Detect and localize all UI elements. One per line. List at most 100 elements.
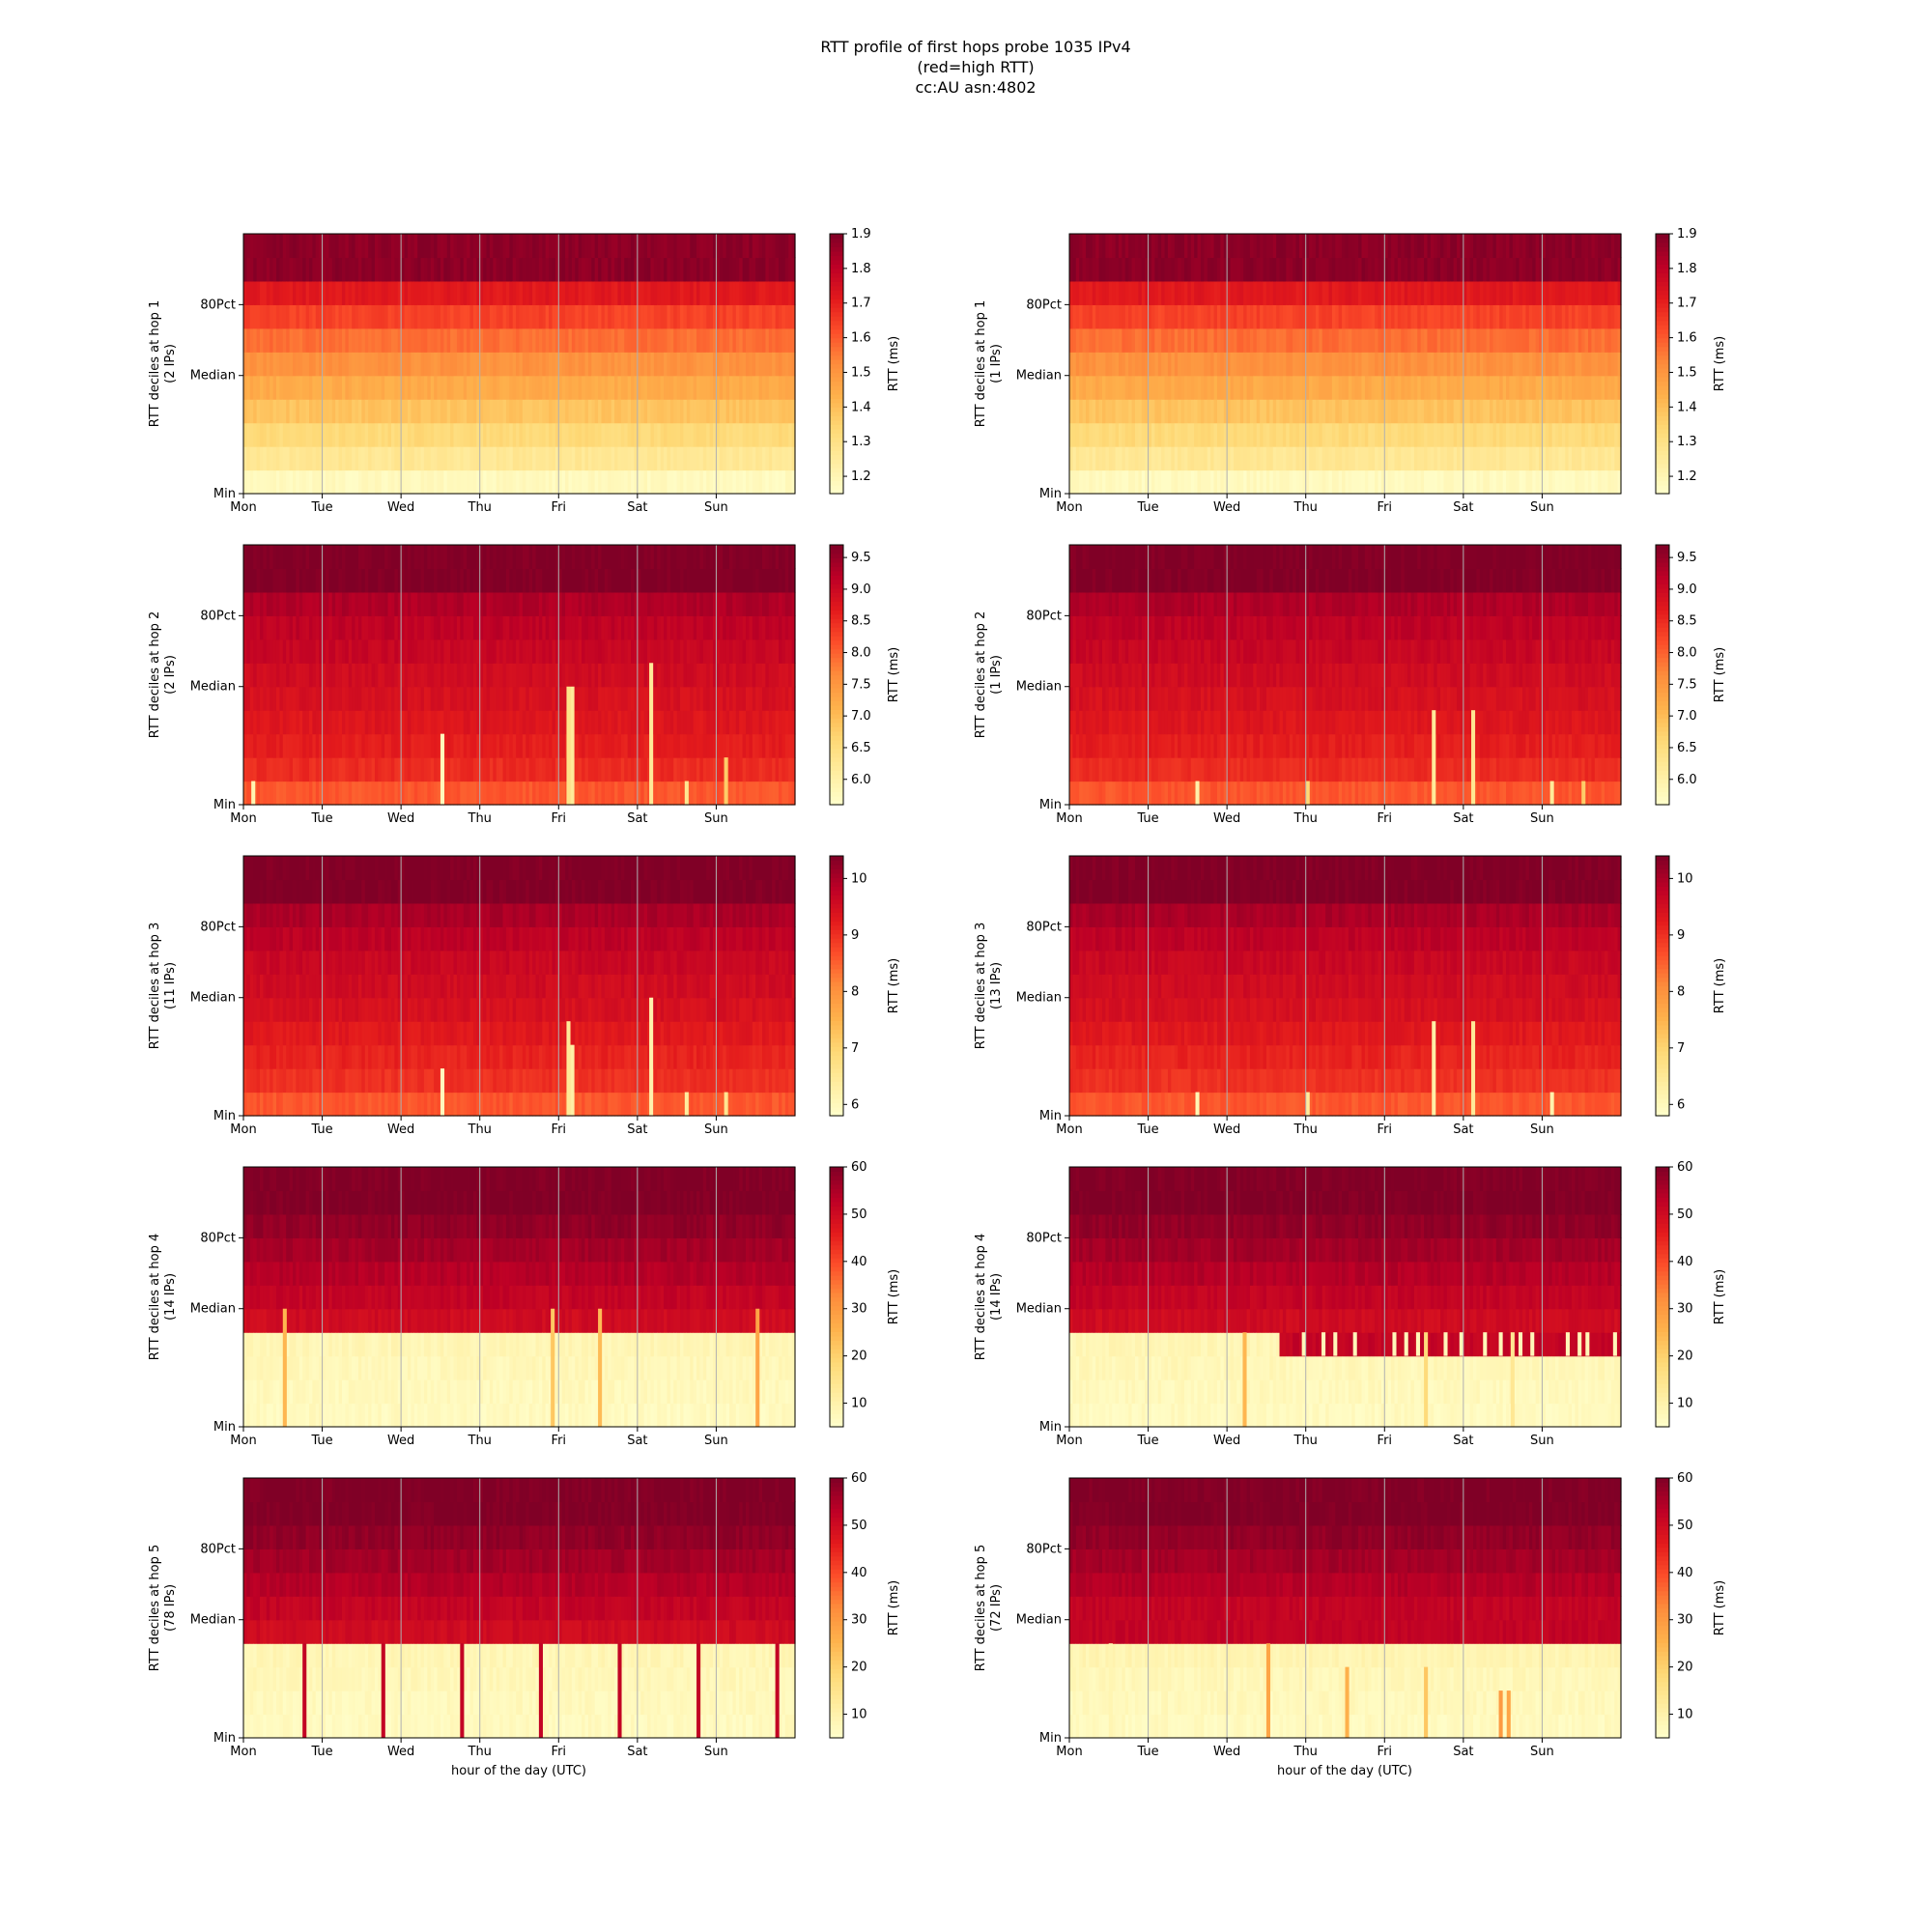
heatmap-cell	[275, 545, 280, 570]
heatmap-cell	[1594, 304, 1599, 329]
heatmap-cell	[1190, 327, 1195, 353]
heatmap-cell	[1535, 446, 1540, 471]
heatmap-cell	[371, 234, 376, 259]
heatmap-cell	[1368, 399, 1373, 424]
heatmap-cell	[637, 327, 641, 353]
heatmap-cell	[348, 399, 353, 424]
heatmap-cell	[519, 304, 524, 329]
heatmap-cell	[1394, 375, 1399, 400]
colorbar-swatch	[1656, 242, 1669, 248]
heatmap-cell	[1187, 422, 1192, 447]
heatmap-cell	[1286, 446, 1291, 471]
heatmap-cell	[1167, 280, 1172, 305]
heatmap-cell	[558, 591, 563, 616]
heatmap-cell	[1279, 352, 1284, 377]
heatmap-cell	[1443, 375, 1448, 400]
colorbar-swatch	[1656, 302, 1669, 308]
heatmap-cell	[788, 469, 793, 495]
heatmap-cell	[305, 781, 310, 806]
heatmap-cell	[713, 375, 718, 400]
heatmap-cell	[1092, 280, 1096, 305]
heatmap-cell	[417, 781, 422, 806]
heatmap-cell	[1345, 304, 1350, 329]
heatmap-cell	[298, 352, 303, 377]
heatmap-cell	[1295, 304, 1300, 329]
heatmap-cell	[1525, 327, 1530, 353]
colorbar-tick-label: 1.7	[851, 297, 871, 311]
heatmap-cell	[1249, 304, 1254, 329]
heatmap-cell	[312, 257, 317, 282]
heatmap-cell	[739, 352, 744, 377]
heatmap-cell	[1555, 422, 1560, 447]
heatmap-cell	[496, 257, 500, 282]
heatmap-cell	[1614, 280, 1619, 305]
heatmap-cell	[390, 591, 395, 616]
heatmap-cell	[1394, 446, 1399, 471]
heatmap-cell	[443, 469, 448, 495]
heatmap-cell	[322, 469, 327, 495]
heatmap-cell	[469, 757, 474, 782]
heatmap-cell	[338, 733, 343, 758]
heatmap-cell	[341, 280, 346, 305]
heatmap-cell	[1183, 469, 1188, 495]
heatmap-cell	[1397, 422, 1402, 447]
heatmap-cell	[1154, 304, 1159, 329]
heatmap-cell	[427, 469, 432, 495]
heatmap-cell	[493, 304, 497, 329]
heatmap-cell	[1204, 280, 1208, 305]
heatmap-cell	[368, 757, 373, 782]
heatmap-cell	[411, 280, 415, 305]
heatmap-cell	[472, 639, 477, 664]
heatmap-cell	[1391, 399, 1396, 424]
heatmap-cell	[413, 545, 418, 570]
heatmap-cell	[446, 327, 451, 353]
heatmap-cell	[1368, 257, 1373, 282]
heatmap-cell	[1157, 375, 1162, 400]
heatmap-cell	[486, 422, 491, 447]
heatmap-cell	[1417, 280, 1422, 305]
heatmap-cell	[549, 469, 554, 495]
heatmap-cell	[390, 663, 395, 688]
heatmap-cell	[578, 234, 582, 259]
heatmap-cell	[256, 733, 261, 758]
heatmap-cell	[1512, 446, 1517, 471]
heatmap-cell	[1401, 352, 1406, 377]
heatmap-cell	[1269, 399, 1274, 424]
heatmap-cell	[413, 280, 418, 305]
heatmap-cell	[1161, 352, 1166, 377]
heatmap-cell	[272, 615, 277, 640]
heatmap-cell	[1532, 469, 1537, 495]
heatmap-cell	[315, 591, 320, 616]
heatmap-cell	[1187, 304, 1192, 329]
heatmap-cell	[1502, 327, 1507, 353]
heatmap-cell	[443, 757, 448, 782]
heatmap-cell	[791, 327, 796, 353]
figure-title-line-1: RTT profile of first hops probe 1035 IPv…	[820, 38, 1130, 56]
heatmap-cell	[499, 257, 504, 282]
heatmap-cell	[1499, 375, 1504, 400]
heatmap-cell	[1180, 280, 1185, 305]
heatmap-cell	[387, 327, 392, 353]
heatmap-cell	[1446, 422, 1451, 447]
heatmap-cell	[413, 686, 418, 711]
heatmap-cell	[542, 399, 547, 424]
heatmap-cell	[272, 733, 277, 758]
heatmap-cell	[1502, 375, 1507, 400]
heatmap-cell	[289, 257, 294, 282]
heatmap-cell	[505, 545, 510, 570]
heatmap-cell	[765, 280, 770, 305]
heatmap-cell	[279, 663, 284, 688]
heatmap-cell	[709, 327, 714, 353]
heatmap-cell	[1424, 257, 1429, 282]
heatmap-cell	[266, 781, 270, 806]
colorbar-swatch	[830, 445, 843, 451]
heatmap-cell	[1194, 469, 1199, 495]
heatmap-cell	[1246, 234, 1251, 259]
heatmap-cell	[1089, 399, 1094, 424]
heatmap-cell	[1295, 375, 1300, 400]
heatmap-cell	[1075, 257, 1080, 282]
heatmap-cell	[739, 446, 744, 471]
heatmap-cell	[1236, 280, 1241, 305]
heatmap-cell	[1446, 352, 1451, 377]
heatmap-cell	[1436, 234, 1441, 259]
